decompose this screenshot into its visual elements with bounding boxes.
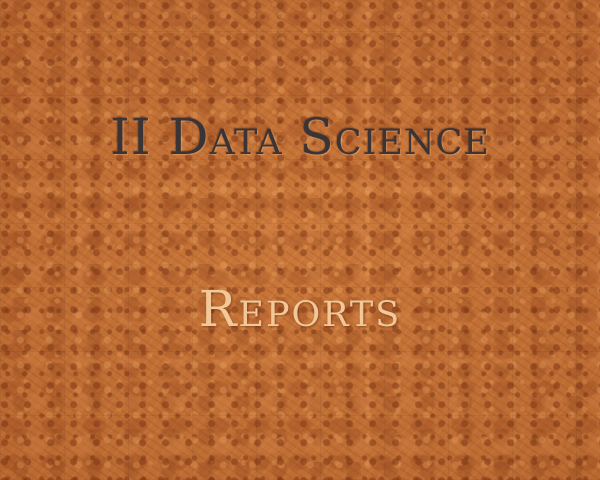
slide-subtitle: Reports — [198, 280, 402, 338]
slide-title: II Data Science — [110, 108, 490, 166]
